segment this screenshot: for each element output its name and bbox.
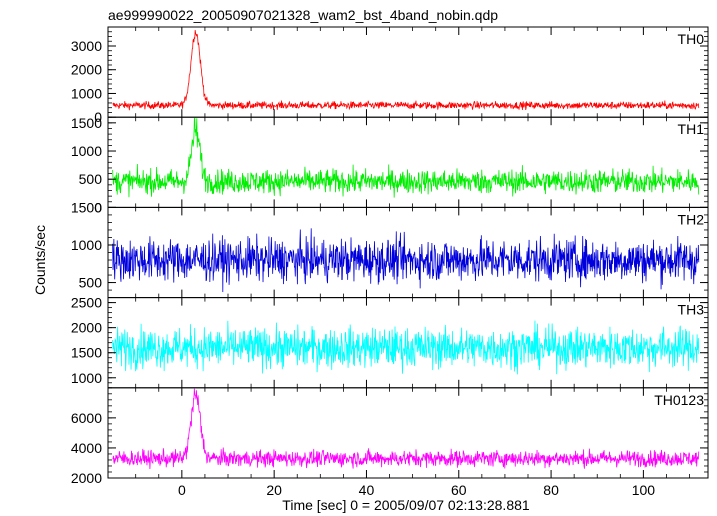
panel-label-th3: TH3 bbox=[678, 302, 705, 318]
x-tick-label: 80 bbox=[543, 482, 559, 498]
x-tick-label: 100 bbox=[632, 482, 656, 498]
x-tick-label: 20 bbox=[266, 482, 282, 498]
y-tick-label: 1000 bbox=[71, 143, 102, 159]
y-tick-label: 2000 bbox=[71, 320, 102, 336]
series-line-th0123 bbox=[112, 388, 700, 470]
panel-frame bbox=[107, 387, 709, 479]
x-tick-label: 0 bbox=[178, 482, 186, 498]
panel-th2: 500 1000 1500 TH2 bbox=[71, 199, 709, 299]
y-tick-label: 1500 bbox=[71, 199, 102, 215]
series-line-th3 bbox=[112, 320, 700, 375]
series-line-th1 bbox=[112, 117, 700, 198]
x-axis-label: Time [sec] 0 = 2005/09/07 02:13:28.881 bbox=[282, 497, 530, 513]
panel-label-th2: TH2 bbox=[678, 211, 705, 227]
y-tick-label: 2000 bbox=[71, 62, 102, 78]
panel-label-th0: TH0 bbox=[678, 31, 705, 47]
y-tick-label: 500 bbox=[79, 171, 103, 187]
chart-title: ae999990022_20050907021328_wam2_bst_4ban… bbox=[108, 7, 498, 23]
y-tick-label: 1500 bbox=[71, 345, 102, 361]
y-tick-label: 3000 bbox=[71, 38, 102, 54]
x-axis: 0 20 40 60 80 100 bbox=[178, 482, 655, 498]
y-tick-label: 2500 bbox=[71, 295, 102, 311]
panel-label-th0123: TH0123 bbox=[654, 392, 704, 408]
y-tick-label: 1000 bbox=[71, 237, 102, 253]
panel-th1: 0 500 1000 1500 TH1 bbox=[71, 115, 709, 215]
y-tick-label: 1000 bbox=[71, 85, 102, 101]
panels-group: 0 1000 2000 3000 TH0 0 500 1000 1500 TH1 500 1000 15… bbox=[71, 26, 709, 486]
x-tick-label: 60 bbox=[451, 482, 467, 498]
y-tick-label: 4000 bbox=[71, 440, 102, 456]
y-tick-label: 500 bbox=[79, 275, 103, 291]
panel-frame bbox=[107, 116, 709, 208]
series-line-th2 bbox=[112, 228, 700, 293]
y-tick-label: 0 bbox=[94, 109, 102, 125]
x-tick-label: 40 bbox=[359, 482, 375, 498]
y-tick-label: 6000 bbox=[71, 410, 102, 426]
y-axis-label: Counts/sec bbox=[32, 225, 48, 295]
y-tick-label: 1500 bbox=[71, 115, 102, 131]
series-line-th0 bbox=[112, 29, 700, 111]
panel-th3: 1000 1500 2000 2500 TH3 bbox=[71, 295, 709, 389]
panel-th0: 0 1000 2000 3000 TH0 bbox=[71, 26, 709, 125]
y-tick-label: 0 bbox=[94, 199, 102, 215]
y-tick-label: 1000 bbox=[71, 370, 102, 386]
panel-label-th1: TH1 bbox=[678, 121, 705, 137]
y-tick-label: 2000 bbox=[71, 470, 102, 486]
panel-th0123: 2000 4000 6000 TH0123 bbox=[71, 387, 709, 486]
